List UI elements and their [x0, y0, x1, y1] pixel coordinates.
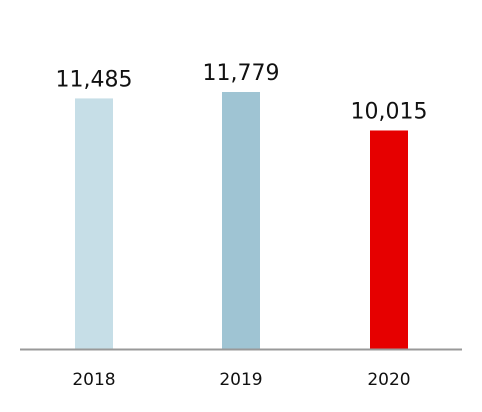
- value-label-2020: 10,015: [351, 99, 428, 124]
- bar-2018: [75, 98, 113, 349]
- value-labels-layer: 11,485 11,779 10,015: [56, 61, 428, 124]
- tick-label-2018: 2018: [72, 370, 115, 390]
- bar-2020: [370, 130, 408, 349]
- value-label-2019: 11,779: [203, 61, 280, 86]
- value-label-2018: 11,485: [56, 67, 133, 92]
- tick-label-2020: 2020: [367, 370, 410, 390]
- x-axis-tick-labels: 2018 2019 2020: [72, 370, 410, 390]
- tick-label-2019: 2019: [219, 370, 262, 390]
- bars-layer: [75, 92, 408, 349]
- bar-2019: [222, 92, 260, 349]
